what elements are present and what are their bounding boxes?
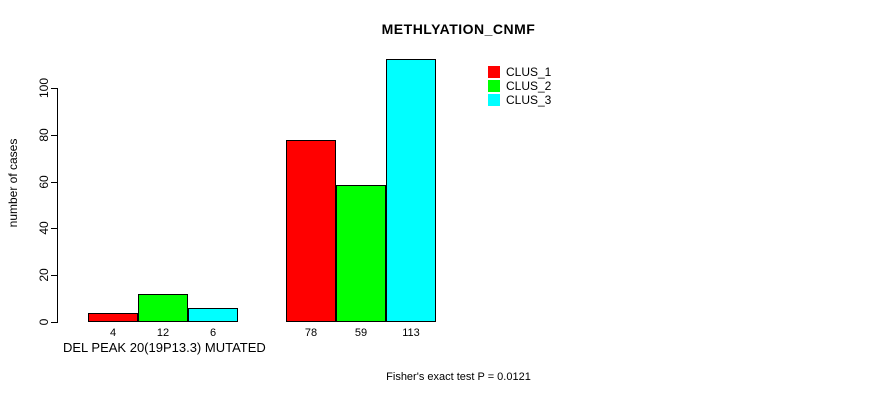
x-axis-group-label: DEL PEAK 20(19P13.3) MUTATED xyxy=(63,340,266,355)
legend-label: CLUS_1 xyxy=(506,65,552,79)
fisher-test-annotation: Fisher's exact test P = 0.0121 xyxy=(386,371,531,383)
legend-label: CLUS_3 xyxy=(506,93,552,107)
legend-swatch-icon xyxy=(488,66,500,78)
bar-value-label: 59 xyxy=(354,327,368,339)
bar-clus_1-group1 xyxy=(88,313,138,322)
y-tick-label: 0 xyxy=(37,318,51,326)
y-tick-mark xyxy=(51,322,57,323)
bar-clus_3-group2 xyxy=(386,59,436,322)
bar-value-label: 4 xyxy=(109,327,117,339)
y-tick-mark xyxy=(51,88,57,89)
bar-value-label: 12 xyxy=(156,327,170,339)
bar-clus_2-group1 xyxy=(138,294,188,322)
bar-value-label: 78 xyxy=(304,327,318,339)
bar-clus_3-group1 xyxy=(188,308,238,322)
bar-value-label: 113 xyxy=(402,327,420,339)
y-tick-label: 60 xyxy=(37,175,51,189)
bar-value-label: 6 xyxy=(209,327,217,339)
y-tick-mark xyxy=(51,275,57,276)
y-axis-line xyxy=(57,88,58,323)
legend-label: CLUS_2 xyxy=(506,79,552,93)
y-tick-mark xyxy=(51,135,57,136)
y-tick-label: 100 xyxy=(37,77,51,99)
y-tick-mark xyxy=(51,182,57,183)
bar-clus_1-group2 xyxy=(286,140,336,322)
chart-title: METHLYATION_CNMF xyxy=(381,21,536,37)
y-axis-label: number of cases xyxy=(6,138,20,228)
y-tick-label: 80 xyxy=(37,128,51,142)
y-tick-mark xyxy=(51,228,57,229)
bar-clus_2-group2 xyxy=(336,185,386,322)
y-tick-label: 20 xyxy=(37,268,51,282)
y-tick-label: 40 xyxy=(37,221,51,235)
legend-swatch-icon xyxy=(488,80,500,92)
legend-swatch-icon xyxy=(488,94,500,106)
